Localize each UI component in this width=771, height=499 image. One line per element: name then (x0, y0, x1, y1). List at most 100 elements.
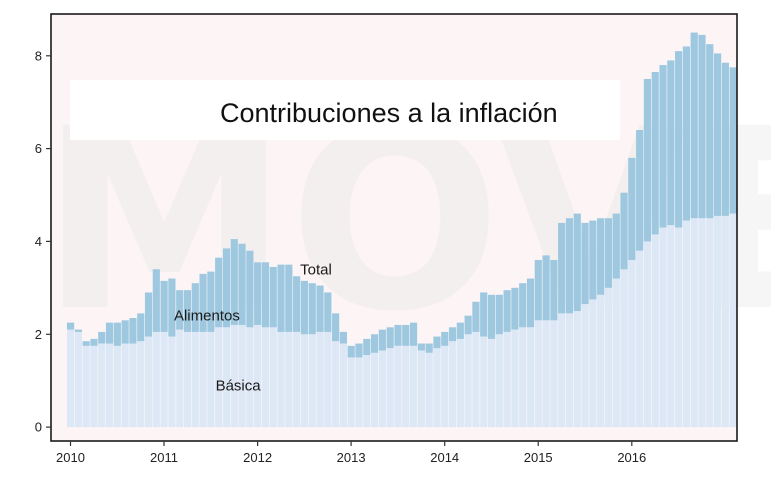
bar-alimentos (464, 315, 472, 335)
bar-basica (402, 345, 410, 428)
y-tick-label: 8 (35, 48, 42, 63)
bar-alimentos (160, 280, 168, 332)
bar-basica (628, 259, 636, 428)
bar-alimentos (714, 53, 722, 216)
bar-basica (597, 294, 605, 428)
bar-basica (472, 331, 480, 428)
chart-marks (66, 32, 737, 428)
bar-basica (503, 331, 511, 428)
bar-basica (347, 357, 355, 428)
bar-basica (285, 331, 293, 428)
bar-basica (293, 331, 301, 428)
bar-basica (355, 357, 363, 428)
bar-basica (714, 215, 722, 428)
bar-alimentos (690, 32, 698, 219)
bar-alimentos (612, 213, 620, 279)
bar-alimentos (409, 322, 418, 346)
bar-alimentos (199, 273, 207, 332)
bar-basica (277, 331, 285, 428)
bar-alimentos (729, 67, 737, 214)
bar-basica (129, 343, 137, 428)
bar-basica (152, 331, 160, 428)
bar-basica (215, 327, 223, 428)
bar-alimentos (542, 255, 550, 321)
y-tick-label: 2 (35, 327, 42, 342)
bar-basica (98, 343, 106, 428)
bar-alimentos (207, 271, 215, 332)
bar-basica (74, 331, 82, 428)
bar-basica (207, 331, 215, 428)
bar-alimentos (183, 290, 192, 332)
bar-alimentos (597, 218, 605, 295)
bar-basica (176, 329, 184, 428)
bar-basica (246, 327, 254, 428)
bar-alimentos (324, 292, 332, 332)
bar-alimentos (495, 294, 503, 335)
bar-alimentos (215, 257, 223, 328)
bar-alimentos (300, 280, 309, 335)
bar-basica (222, 327, 231, 428)
y-tick-label: 6 (35, 141, 42, 156)
bar-alimentos (441, 331, 449, 346)
bar-basica (230, 324, 238, 428)
bar-basica (659, 227, 667, 428)
bar-alimentos (105, 322, 114, 344)
bar-alimentos (339, 331, 347, 344)
bar-alimentos (519, 283, 527, 328)
bar-alimentos (511, 287, 519, 330)
y-tick-label: 0 (35, 420, 42, 435)
bar-basica (495, 334, 503, 428)
bar-basica (511, 329, 519, 428)
bar-basica (620, 269, 628, 428)
bar-basica (425, 352, 433, 428)
annotation-label: Total (300, 261, 332, 278)
bar-basica (604, 287, 613, 428)
bar-basica (144, 336, 153, 428)
x-tick-label: 2012 (243, 450, 272, 465)
bar-alimentos (604, 218, 613, 288)
bar-basica (573, 311, 581, 428)
plot-border (50, 13, 738, 442)
bar-alimentos (675, 51, 683, 228)
bar-basica (558, 313, 566, 428)
bar-basica (464, 334, 472, 428)
bar-basica (417, 350, 425, 428)
bar-basica (371, 352, 379, 428)
bar-alimentos (698, 34, 706, 219)
bar-alimentos (402, 324, 410, 346)
bar-alimentos (433, 336, 441, 349)
bar-alimentos (129, 318, 137, 344)
bar-alimentos (565, 218, 574, 314)
bar-alimentos (238, 243, 246, 325)
bar-alimentos (308, 283, 316, 335)
x-tick-label: 2016 (617, 450, 646, 465)
bar-basica (137, 341, 145, 428)
bar-alimentos (386, 327, 394, 349)
bar-basica (487, 338, 496, 428)
bar-basica (90, 345, 98, 428)
bar-alimentos (628, 157, 636, 260)
bar-basica (441, 345, 449, 428)
bar-alimentos (74, 329, 82, 332)
bar-alimentos (98, 331, 106, 344)
bar-basica (238, 324, 246, 428)
bar-basica (534, 320, 542, 428)
bar-basica (261, 327, 270, 428)
bar-basica (612, 278, 620, 428)
bar-basica (542, 320, 550, 428)
bar-alimentos (316, 285, 324, 332)
x-tick-label: 2010 (56, 450, 85, 465)
bar-alimentos (636, 130, 644, 251)
x-tick-label: 2015 (524, 450, 553, 465)
bar-alimentos (230, 239, 238, 325)
bar-alimentos (721, 62, 729, 216)
bar-alimentos (503, 290, 511, 332)
bar-alimentos (121, 320, 129, 344)
bar-basica (105, 343, 114, 428)
bar-alimentos (550, 259, 558, 321)
bar-basica (409, 345, 418, 428)
bar-alimentos (581, 222, 589, 305)
annotations: Total Alimentos Básica (174, 261, 332, 394)
bar-basica (269, 327, 277, 428)
